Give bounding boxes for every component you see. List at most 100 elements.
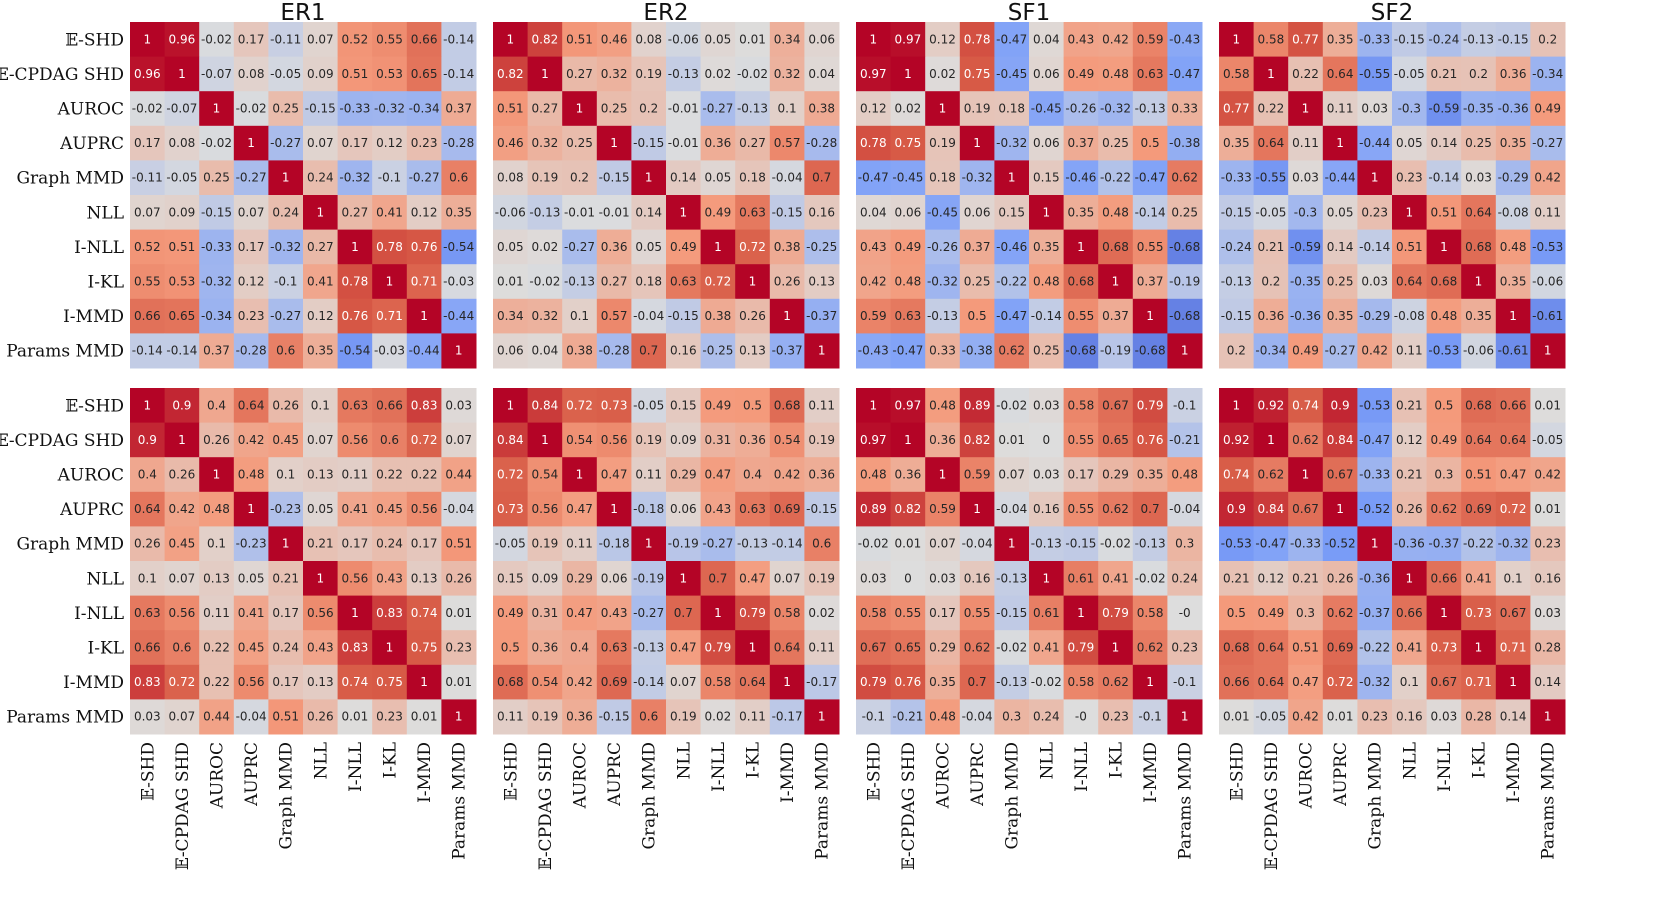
column-label: I-NLL [1072,742,1092,792]
cell-value-label: -0.59 [1428,102,1459,116]
heatmap-cell [199,125,235,161]
cell-value-label: 0.83 [376,606,403,620]
cell-value-label: 0.21 [1396,398,1423,412]
cell-value-label: -0.03 [443,275,474,289]
heatmap-cell [527,491,563,527]
cell-value-label: 0.77 [1223,102,1250,116]
heatmap-cell [303,664,339,700]
cell-value-label: 0.38 [774,240,801,254]
heatmap-cell [1098,22,1134,58]
cell-value-label: 0.09 [169,205,196,219]
cell-value-label: 0.23 [376,710,403,724]
cell-value-label: 0.48 [1033,275,1060,289]
cell-value-label: 0.36 [705,136,732,150]
cell-value-label: -0.46 [996,240,1027,254]
heatmap-cell [1288,22,1324,58]
heatmap-cell [303,388,339,424]
cell-value-label: 0.14 [670,171,697,185]
cell-value-label: -0.45 [892,171,923,185]
cell-value-label: 0.1 [138,571,157,585]
cell-value-label: 0.66 [1396,606,1423,620]
cell-value-label: 0.03 [1033,398,1060,412]
heatmap-cell [562,264,598,300]
heatmap-cell [1426,229,1462,265]
heatmap-cell [372,595,408,631]
heatmap-cell [268,595,304,631]
cell-value-label: -0.13 [927,309,958,323]
heatmap-cell [804,333,840,369]
cell-value-label: -0.15 [599,171,630,185]
cell-value-label: -0.1 [1173,398,1196,412]
cell-value-label: -0.02 [529,275,560,289]
cell-value-label: 0.62 [1258,468,1285,482]
heatmap-cell [856,195,892,231]
cell-value-label: -0.44 [1359,136,1390,150]
row-label: I-MMD [63,307,124,327]
cell-value-label: 1 [1544,710,1552,724]
heatmap-cell [164,457,200,493]
cell-value-label: -0.47 [858,171,889,185]
column-labels: 𝔼-SHD 𝔼-CPDAG SHD AUROC AUPRC Graph MMD NLL I-… [138,742,1558,870]
cell-value-label: -0.04 [1169,502,1200,516]
heatmap-cell [233,195,269,231]
heatmap-cell [562,699,598,735]
heatmap-cell [303,630,339,666]
heatmap-cell [493,56,529,92]
heatmap-cell [735,298,771,334]
heatmap-cell [441,422,477,458]
heatmap-cell [233,388,269,424]
heatmap-cell [735,388,771,424]
cell-value-label: 0.12 [929,32,956,46]
cell-value-label: 0.26 [445,571,472,585]
heatmap-cell [1495,333,1531,369]
cell-value-label: 0.59 [860,309,887,323]
heatmap-cell [596,457,632,493]
heatmap-cell [1167,160,1203,196]
heatmap-cell [1322,125,1358,161]
cell-value-label: 1 [420,675,428,689]
cell-value-label: 0.19 [532,710,559,724]
cell-value-label: 0.68 [1102,240,1129,254]
heatmap-cell [1029,91,1065,127]
cell-value-label: 1 [506,398,514,412]
heatmap-cell [1029,298,1065,334]
heatmap-cell [890,22,926,58]
heatmap-cell [164,526,200,562]
heatmap-cell [1426,22,1462,58]
cell-value-label: 0.07 [445,433,472,447]
cell-value-label: 0.56 [342,433,369,447]
cell-value-label: 0.49 [1431,433,1458,447]
cell-value-label: -0.1 [378,171,401,185]
heatmap-cell [596,699,632,735]
heatmap-cell [1253,56,1289,92]
cell-value-label: 0.17 [929,606,956,620]
heatmap-cell [406,333,442,369]
heatmap-cell [1167,229,1203,265]
cell-value-label: -0.54 [339,344,370,358]
cell-value-label: 0.65 [1102,433,1129,447]
cell-value-label: 0.47 [1500,468,1527,482]
cell-value-label: 0.01 [1327,710,1354,724]
cell-value-label: 0.35 [307,344,334,358]
heatmap-cell [735,422,771,458]
heatmap-cell [1029,195,1065,231]
heatmap-cell [856,22,892,58]
heatmap-cell [700,91,736,127]
cell-value-label: 0.58 [1258,32,1285,46]
heatmap-cell [631,22,667,58]
column-title-er2: ER2 [643,0,688,26]
heatmap-cell [441,699,477,735]
cell-value-label: 0.79 [739,606,766,620]
cell-value-label: 0.2 [1261,275,1280,289]
heatmap-cell [527,160,563,196]
cell-value-label: -0.01 [599,205,630,219]
heatmap-cell [441,595,477,631]
cell-value-label: 0.3 [1175,537,1194,551]
cell-value-label: 0.01 [895,537,922,551]
column-label: 𝔼-CPDAG SHD [536,742,556,870]
cell-value-label: 1 [1008,171,1016,185]
heatmap-cell [700,388,736,424]
cell-value-label: 0.33 [929,344,956,358]
heatmap-cell [493,422,529,458]
cell-value-label: -0.15 [305,102,336,116]
